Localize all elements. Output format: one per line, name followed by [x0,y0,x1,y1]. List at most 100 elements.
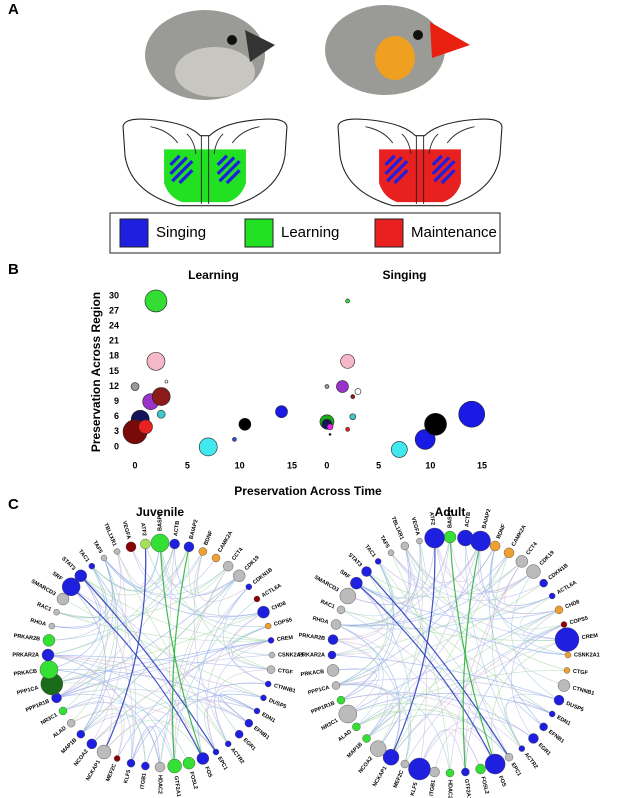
bubble [198,437,218,457]
edge [347,609,560,715]
legend-swatch [374,218,404,248]
edge [196,551,250,603]
edge [80,575,134,764]
gene-label: RHOA [312,616,329,626]
gene-label: CAMK2A [511,524,528,547]
edge [377,561,523,749]
edge [80,565,113,601]
gene-node [58,706,68,716]
gene-label: TAC1 [363,544,376,559]
edge [47,654,113,753]
gene-label: TAF5 [378,535,390,550]
gene-label: EGR1 [242,737,257,752]
gene-label: TAF5 [91,540,103,555]
gene-label: SRF [338,569,351,581]
gene-label: STAT3 [347,552,363,568]
gene-node [362,734,371,743]
gene-node [257,605,270,619]
gene-label: ITGB1 [429,780,437,797]
gene-label: KLF5 [123,769,132,784]
bubble [144,289,168,313]
edge [377,540,481,749]
gene-node [150,533,170,553]
gene-node [416,537,423,545]
gene-label: EGR1 [537,742,552,757]
gene-node [86,738,98,750]
edge [56,688,250,724]
gene-node [548,592,556,600]
gene-label: EDN1 [260,712,276,725]
gene-label: STAT3 [60,556,76,572]
gene-node [350,576,363,590]
panel-label: C [8,496,19,513]
chart-title: Learning [188,268,239,282]
edge [116,551,229,745]
network-title: Adult [435,505,466,519]
gene-label: ACTR2 [229,747,245,765]
edge [48,551,204,641]
edge-strong [171,546,190,767]
edge [51,640,272,685]
edge [340,561,395,617]
gene-node [169,538,180,550]
bird-male [325,5,470,95]
gene-label: GTF2A1 [463,779,472,798]
bubble [336,380,349,393]
gene-node [557,679,571,692]
gene-node [548,710,556,718]
edge [174,565,229,767]
gene-label: TAC1 [77,549,90,564]
gene-node [563,667,571,674]
gene-label: MEF2C [105,763,118,783]
x-tick-label: 0 [324,460,329,470]
gene-label: BAIAP2 [189,519,200,540]
gene-node [182,756,196,770]
gene-node [253,707,261,715]
gene-label: CSNK2A1 [278,652,304,658]
gene-label: ACTR2 [523,752,539,770]
gene-node [198,547,208,556]
gene-node [61,577,81,597]
gene-node [113,755,121,762]
edge [56,694,161,768]
edge [404,624,565,765]
gene-label: CREM [582,633,599,641]
gene-label: SRF [51,571,64,583]
edge [366,571,553,715]
gene-node [53,608,60,616]
gene-node [443,530,457,544]
edge [145,543,269,628]
bubble [424,412,447,436]
gene-node [445,768,455,778]
gene-label: MAP1B [60,737,78,755]
gene-node [211,553,221,563]
gene-label: CDK19 [244,555,261,572]
gene-node [400,541,410,551]
gene-label: CDK19 [539,550,556,567]
gene-label: HDAC2 [157,775,163,794]
edge [331,540,421,656]
y-tick-label: 30 [109,290,119,300]
edge [340,692,534,739]
gene-label: CDKN1B [252,567,274,586]
bubble [156,409,166,419]
edge [232,640,272,670]
gene-label: ITGB1 [140,773,148,790]
edge [130,725,175,767]
edge [56,565,229,619]
gene-node [266,665,276,674]
gene-node [387,549,395,557]
gene-label: ALAD [52,725,68,739]
gene-node [39,660,59,679]
gene-node [408,757,431,781]
legend-label: Singing [156,224,206,241]
gene-label: HDAC2 [447,780,453,798]
gene-label: EFNB1 [252,725,270,741]
gene-node [470,530,491,552]
edge [356,710,412,765]
gene-label: PRKAR2A [298,652,325,658]
edges [47,542,273,768]
gene-label: MEF2C [393,769,406,789]
edge [377,540,424,749]
